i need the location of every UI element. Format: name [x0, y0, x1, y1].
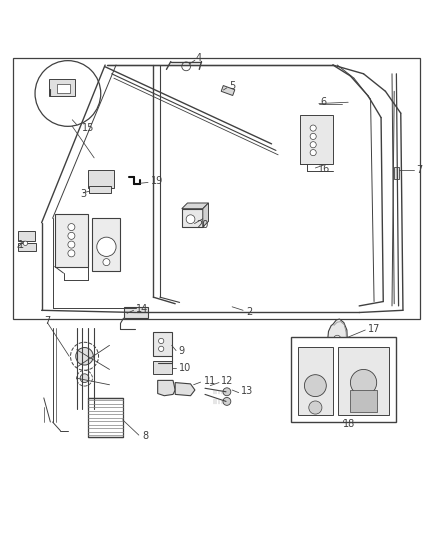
Bar: [291, 336, 396, 422]
Bar: [153, 361, 172, 374]
Bar: [350, 390, 377, 412]
Polygon shape: [158, 381, 175, 395]
Text: 1: 1: [18, 240, 24, 251]
Circle shape: [23, 241, 28, 246]
Text: 19: 19: [151, 176, 163, 186]
Circle shape: [159, 346, 164, 351]
Bar: [221, 85, 235, 95]
Bar: [89, 187, 111, 193]
Text: 15: 15: [82, 123, 95, 133]
Circle shape: [97, 237, 116, 256]
Circle shape: [35, 61, 101, 126]
Bar: [338, 346, 389, 415]
Circle shape: [350, 369, 377, 395]
Circle shape: [71, 342, 99, 370]
Circle shape: [80, 374, 89, 383]
Circle shape: [310, 142, 316, 148]
Circle shape: [310, 125, 316, 131]
Text: 8: 8: [142, 431, 148, 441]
Circle shape: [309, 401, 322, 414]
Circle shape: [334, 335, 341, 342]
Bar: [49, 79, 75, 96]
Text: 20: 20: [196, 220, 208, 230]
Text: 3: 3: [80, 189, 86, 199]
Text: 2: 2: [246, 307, 252, 317]
Bar: [394, 167, 399, 179]
Text: 18: 18: [343, 419, 355, 429]
Text: 12: 12: [221, 376, 233, 386]
Circle shape: [304, 375, 326, 397]
Circle shape: [310, 133, 316, 140]
Circle shape: [223, 398, 231, 405]
Polygon shape: [203, 203, 208, 227]
Text: 14: 14: [136, 304, 148, 314]
Circle shape: [68, 232, 75, 239]
Bar: [300, 115, 333, 164]
Circle shape: [68, 241, 75, 248]
Circle shape: [76, 348, 93, 365]
Bar: [153, 332, 172, 356]
Text: 16: 16: [318, 164, 330, 174]
Text: 10: 10: [179, 363, 191, 373]
Circle shape: [68, 223, 75, 231]
Text: 4: 4: [196, 53, 202, 63]
Bar: [57, 84, 70, 93]
Bar: [88, 398, 123, 437]
Polygon shape: [182, 203, 208, 209]
Bar: [13, 59, 420, 319]
Bar: [55, 214, 88, 266]
Text: 7: 7: [44, 316, 50, 326]
Bar: [18, 243, 36, 251]
Text: 5: 5: [229, 81, 235, 91]
Text: 7: 7: [416, 165, 422, 175]
Polygon shape: [328, 319, 347, 358]
Circle shape: [182, 62, 191, 71]
Text: 9: 9: [179, 345, 185, 356]
Bar: [124, 307, 148, 318]
Circle shape: [103, 259, 110, 265]
Circle shape: [68, 250, 75, 257]
Circle shape: [77, 370, 92, 386]
Circle shape: [223, 388, 231, 395]
Bar: [182, 209, 203, 227]
Bar: [298, 346, 333, 415]
Bar: [88, 170, 114, 188]
Text: 6: 6: [321, 97, 327, 107]
Circle shape: [310, 150, 316, 156]
Text: 11: 11: [204, 376, 216, 386]
Text: 13: 13: [241, 386, 253, 397]
Text: 17: 17: [368, 324, 380, 334]
Polygon shape: [175, 383, 195, 395]
Circle shape: [159, 338, 164, 344]
Bar: [18, 231, 35, 241]
Bar: [92, 219, 120, 271]
Circle shape: [186, 215, 195, 223]
